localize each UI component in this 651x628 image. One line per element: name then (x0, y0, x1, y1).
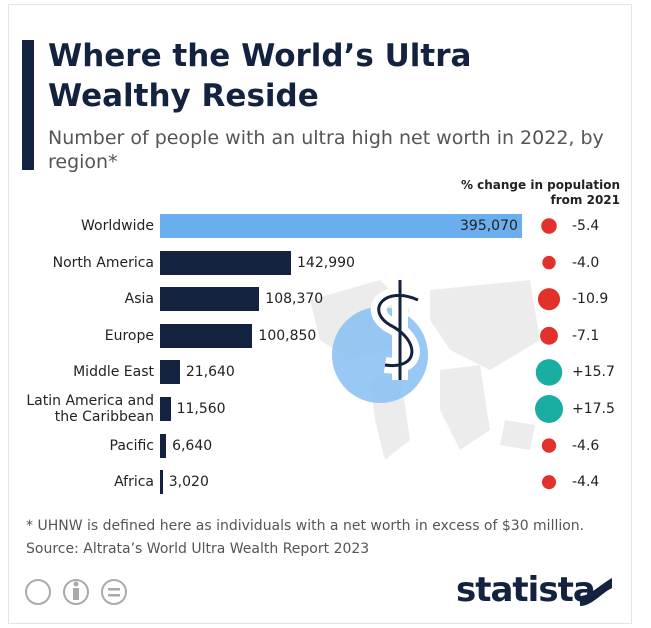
category-label: Worldwide (81, 218, 154, 234)
change-label: +17.5 (572, 401, 615, 417)
category-label: Latin America and the Caribbean (26, 393, 154, 425)
bar (160, 397, 171, 421)
change-dot (541, 218, 557, 234)
change-dot (540, 326, 558, 345)
change-label: -4.6 (572, 437, 600, 454)
change-header: % change in population from 2021 (460, 178, 620, 207)
category-label: Europe (104, 327, 154, 344)
change-dot (535, 359, 563, 386)
bar (160, 433, 167, 458)
bar (160, 323, 253, 348)
change-label: -10.9 (572, 291, 609, 308)
change-dot (535, 395, 563, 423)
license-icons (25, 579, 127, 605)
value-label: 395,070 (460, 218, 518, 234)
bar (160, 470, 163, 495)
brand-mark (580, 578, 612, 606)
category-label: Middle East (73, 364, 154, 381)
chart-title: Where the World’s Ultra Wealthy Reside (48, 38, 472, 114)
brand-logo: statista (456, 570, 596, 610)
value-label: 6,640 (172, 437, 213, 454)
category-label: Pacific (109, 437, 155, 454)
change-label: +15.7 (572, 364, 615, 381)
source: Source: Altrata’s World Ultra Wealth Rep… (26, 541, 370, 557)
bar (160, 214, 522, 238)
change-dot (541, 475, 557, 490)
bar (160, 250, 292, 275)
value-label: 21,640 (185, 364, 235, 381)
change-label: -5.4 (572, 218, 600, 234)
bar (160, 360, 180, 385)
frame (8, 4, 632, 624)
value-label: 3,020 (168, 474, 209, 491)
bar (160, 287, 260, 312)
category-label: Asia (124, 291, 154, 308)
change-dot (542, 255, 556, 270)
change-label: -4.0 (572, 254, 600, 271)
value-label: 11,560 (176, 401, 226, 417)
category-label: North America (52, 254, 154, 271)
chart-subtitle: Number of people with an ultra high net … (48, 127, 604, 173)
change-dots (535, 218, 563, 490)
change-label: -4.4 (572, 474, 600, 491)
footnote: * UHNW is defined here as individuals wi… (26, 518, 585, 534)
value-label: 100,850 (258, 327, 317, 344)
change-dot (537, 288, 561, 311)
change-label: -7.1 (572, 327, 600, 344)
world-map-decor (310, 280, 540, 460)
category-label: Africa (114, 474, 154, 491)
change-dot (541, 438, 557, 453)
title-accent (22, 40, 34, 170)
value-label: 142,990 (297, 254, 355, 271)
value-label: 108,370 (265, 291, 324, 308)
